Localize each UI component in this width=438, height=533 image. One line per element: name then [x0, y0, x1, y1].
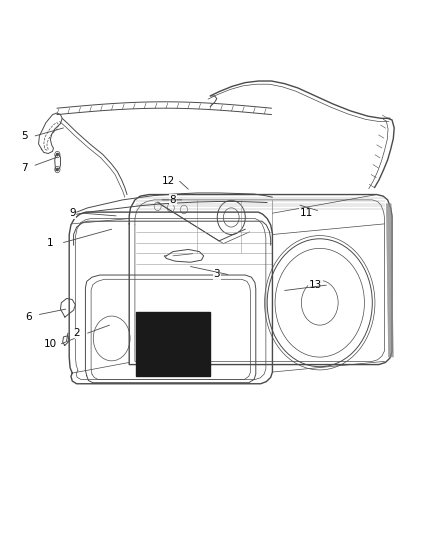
Text: 5: 5 — [21, 131, 28, 141]
Text: 10: 10 — [44, 339, 57, 349]
Text: 7: 7 — [21, 163, 28, 173]
Circle shape — [56, 153, 59, 156]
Text: 12: 12 — [162, 176, 175, 186]
Text: 8: 8 — [170, 195, 177, 205]
Text: 2: 2 — [73, 328, 80, 338]
Text: 3: 3 — [213, 270, 220, 279]
Circle shape — [56, 168, 59, 171]
Text: 11: 11 — [300, 208, 313, 218]
Text: 13: 13 — [309, 280, 322, 290]
Text: 6: 6 — [25, 312, 32, 322]
Text: 9: 9 — [69, 208, 76, 218]
Text: 1: 1 — [47, 238, 54, 247]
Polygon shape — [136, 312, 210, 376]
